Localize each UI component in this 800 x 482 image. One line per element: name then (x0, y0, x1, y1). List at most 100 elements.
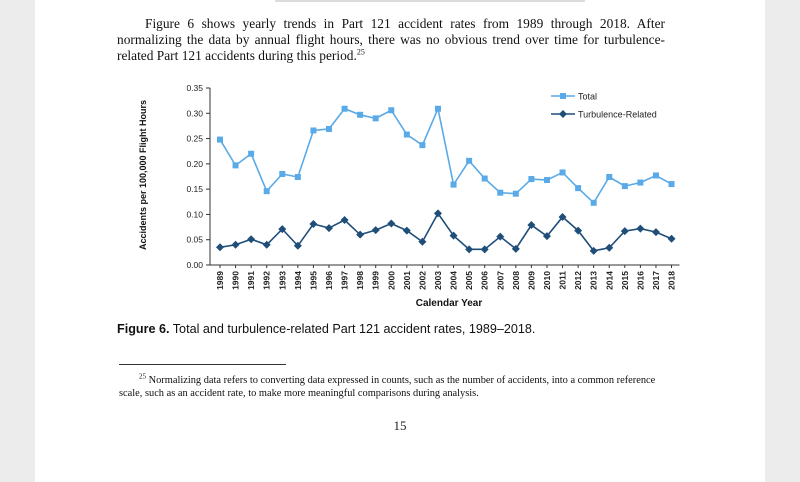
data-point-turbulence-related (340, 215, 349, 224)
series-lines (219, 106, 672, 252)
x-tick-label: 1996 (324, 271, 334, 290)
data-point-total (621, 183, 628, 190)
data-point-turbulence-related (465, 245, 474, 254)
data-point-turbulence-related (542, 232, 551, 241)
x-tick-label: 2005 (464, 271, 474, 290)
page-number: 15 (393, 418, 407, 433)
x-tick-label: 2000 (386, 271, 396, 290)
data-point-total (512, 190, 519, 197)
data-point-total (403, 131, 410, 138)
footnote-divider (119, 364, 286, 365)
data-point-total (357, 111, 364, 118)
data-point-total (372, 115, 379, 122)
data-point-total (575, 185, 582, 192)
caption-label: Figure 6. (117, 322, 170, 336)
legend-label: Turbulence-Related (578, 110, 657, 120)
y-axis-label: Accidents per 100,000 Flight Hours (138, 100, 148, 250)
y-tick-label: 0.05 (186, 235, 203, 245)
data-point-turbulence-related (496, 232, 505, 241)
x-tick-label: 2014 (604, 271, 614, 290)
y-tick-label: 0.20 (186, 159, 203, 169)
x-tick-label: 2004 (449, 271, 459, 290)
series-line-total (219, 106, 672, 205)
legend-marker-diamond (559, 110, 567, 118)
footnote-reference: 25 (356, 47, 365, 57)
x-tick-label: 2016 (635, 271, 645, 290)
data-point-turbulence-related (293, 241, 302, 250)
x-tick-label: 2007 (495, 271, 505, 290)
data-point-total (294, 174, 301, 181)
x-tick-label: 2001 (402, 271, 412, 290)
x-tick-label: 1999 (371, 271, 381, 290)
x-tick-label: 2017 (651, 271, 661, 290)
legend-marker-square (560, 93, 566, 99)
data-point-total (466, 157, 473, 164)
data-point-turbulence-related (387, 219, 396, 228)
data-point-total (388, 107, 395, 114)
x-tick-label: 1995 (308, 271, 318, 290)
data-point-turbulence-related (527, 221, 536, 230)
data-point-turbulence-related (216, 243, 224, 252)
x-tick-label: 1991 (246, 271, 256, 290)
y-tick-label: 0.10 (186, 209, 203, 219)
data-point-turbulence-related (589, 246, 598, 255)
y-tick-label: 0.35 (186, 83, 203, 93)
x-tick-label: 2008 (511, 271, 521, 290)
data-point-turbulence-related (574, 226, 583, 235)
data-point-turbulence-related (231, 240, 240, 249)
caption-text: Total and turbulence-related Part 121 ac… (172, 322, 536, 336)
x-tick-label: 2009 (526, 271, 536, 290)
data-point-total (528, 176, 535, 183)
data-point-total (637, 179, 644, 186)
data-point-turbulence-related (324, 224, 333, 233)
data-point-total (217, 136, 223, 143)
previous-text-remnant (275, 0, 585, 2)
series-markers (216, 105, 676, 255)
data-point-total (341, 105, 348, 112)
y-tick-label: 0.30 (186, 108, 203, 118)
data-point-turbulence-related (449, 231, 458, 240)
data-point-turbulence-related (667, 234, 676, 243)
x-tick-label: 2006 (480, 271, 490, 290)
data-point-turbulence-related (651, 228, 660, 237)
document-page: Figure 6 shows yearly trends in Part 121… (35, 0, 765, 482)
data-point-total (606, 174, 613, 181)
data-point-turbulence-related (620, 227, 629, 236)
legend-label: Total (578, 92, 597, 102)
data-point-total (590, 199, 597, 206)
x-axis-label: Calendar Year (416, 298, 483, 309)
x-tick-label: 1994 (293, 271, 303, 290)
x-tick-label: 2003 (433, 271, 443, 290)
x-tick-label: 1990 (231, 271, 241, 290)
x-tick-label: 2015 (620, 271, 630, 290)
y-tick-label: 0.15 (186, 184, 203, 194)
x-tick-label: 2018 (667, 271, 677, 290)
x-tick-label: 1993 (277, 271, 287, 290)
data-point-total (652, 172, 659, 179)
x-tick-label: 2012 (573, 271, 583, 290)
footnote: 25 Normalizing data refers to converting… (119, 372, 675, 400)
x-tick-label: 2002 (417, 271, 427, 290)
data-point-total (559, 169, 566, 176)
data-point-turbulence-related (262, 240, 271, 249)
data-point-turbulence-related (371, 226, 380, 235)
paragraph-text: Figure 6 shows yearly trends in Part 121… (117, 16, 665, 63)
data-point-total (497, 189, 504, 196)
y-axis-ticks: 0.00 0.05 0.10 0.15 0.20 0.25 0.30 0.35 (186, 83, 210, 270)
data-point-total (310, 127, 317, 134)
data-point-turbulence-related (433, 209, 442, 218)
x-tick-label: 1997 (340, 271, 350, 290)
data-point-total (325, 125, 332, 132)
footnote-number: 25 (139, 372, 146, 381)
data-point-turbulence-related (418, 237, 427, 246)
data-point-turbulence-related (605, 243, 614, 252)
x-tick-label: 2013 (589, 271, 599, 290)
data-point-turbulence-related (309, 220, 318, 229)
data-point-turbulence-related (278, 225, 287, 234)
data-point-turbulence-related (636, 224, 645, 233)
figure-caption: Figure 6. Total and turbulence-related P… (117, 322, 535, 336)
y-tick-label: 0.00 (186, 260, 203, 270)
data-point-total (434, 105, 441, 112)
accident-rate-chart: 0.00 0.05 0.10 0.15 0.20 0.25 0.30 0.35 1989 199… (138, 83, 680, 309)
data-point-total (263, 188, 270, 195)
